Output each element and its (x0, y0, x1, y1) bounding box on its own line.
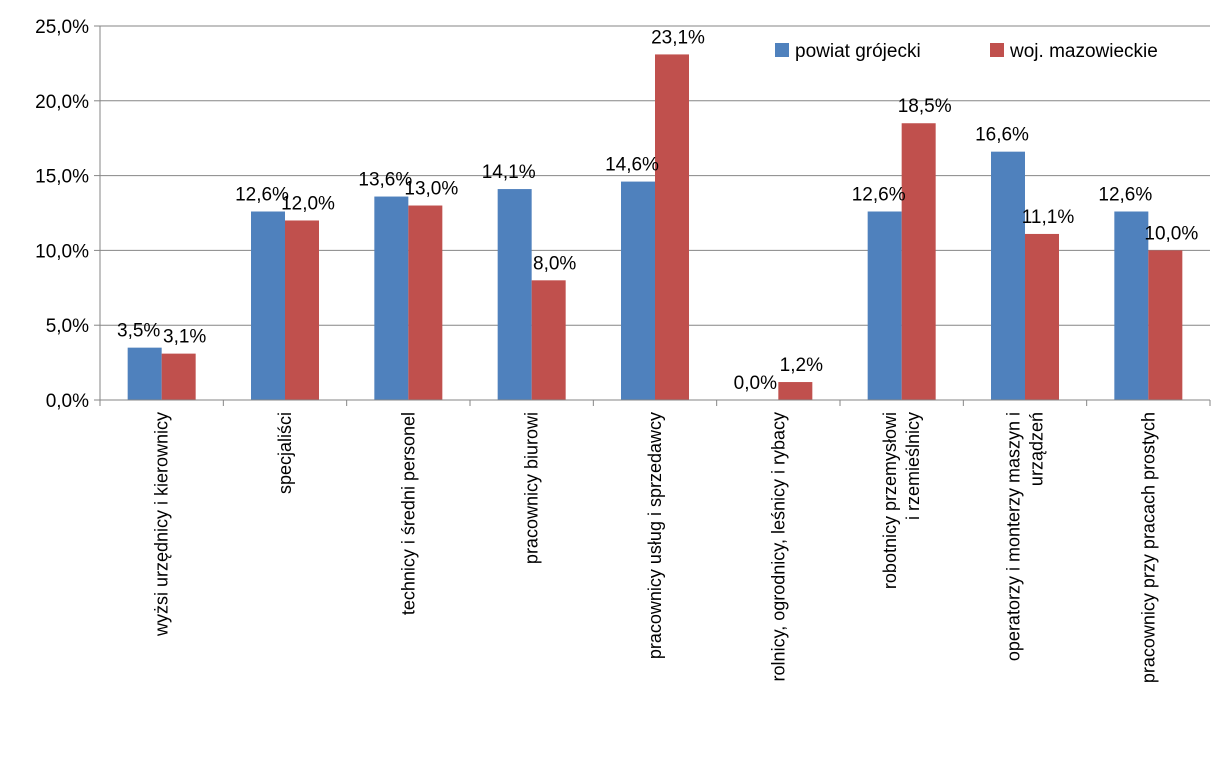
bar-wojewodztwo (1148, 250, 1183, 400)
bar-powiat (1114, 211, 1149, 400)
bar-wojewodztwo (901, 123, 936, 401)
category-label: pracownicy przy pracach prostych (1138, 412, 1158, 683)
category-label: pracownicy usług i sprzedawcy (645, 412, 665, 659)
data-label: 23,1% (651, 27, 705, 48)
legend: powiat grójecki woj. mazowieckie (775, 41, 1158, 62)
bar-wojewodztwo (285, 220, 319, 400)
category-labels: wyżsi urzędnicy i kierownicy specjaliści t… (152, 412, 1159, 683)
data-label: 12,6% (852, 185, 906, 206)
data-label: 12,6% (1098, 185, 1152, 206)
bar-wojewodztwo (778, 382, 813, 400)
category-label: specjaliści (275, 412, 295, 494)
y-tick-label: 0,0% (46, 391, 89, 412)
category-label: technicy i średni personel (398, 412, 418, 615)
y-tick-label: 15,0% (35, 167, 89, 188)
category-label: i rzemieślnicy (903, 412, 923, 520)
data-label: 13,6% (358, 170, 412, 191)
data-label: 14,6% (605, 155, 659, 176)
category-label: pracownicy biurowi (522, 412, 542, 564)
axes (99, 26, 1211, 406)
y-tick-label: 10,0% (35, 241, 89, 262)
bar-wojewodztwo (655, 54, 689, 400)
bar-powiat (991, 151, 1025, 400)
category-label: robotnicy przemysłowi (880, 412, 900, 589)
bar-powiat (621, 181, 655, 400)
bar-wojewodztwo (531, 280, 566, 400)
data-label: 11,1% (1022, 207, 1075, 228)
bar-powiat (867, 211, 902, 400)
y-tick-label: 5,0% (46, 316, 89, 337)
data-label: 3,1% (163, 327, 206, 348)
data-label: 13,0% (404, 179, 458, 200)
y-tick-label: 25,0% (35, 17, 89, 38)
bar-wojewodztwo (408, 205, 443, 400)
legend-swatch (775, 43, 789, 57)
y-tick-label: 20,0% (35, 92, 89, 113)
data-label: 14,1% (482, 162, 536, 183)
bar-powiat (497, 189, 532, 400)
y-axis-ticks: 0,0% 5,0% 10,0% 15,0% 20,0% 25,0% (35, 17, 100, 412)
bar-wojewodztwo (1025, 233, 1059, 400)
legend-swatch (990, 43, 1004, 57)
legend-label: powiat grójecki (795, 41, 921, 62)
data-label: 12,6% (235, 185, 289, 206)
bar-powiat (127, 347, 162, 400)
bar-wojewodztwo (161, 353, 196, 400)
data-label: 3,5% (117, 321, 160, 342)
category-label: rolnicy, ogrodnicy, leśnicy i rybacy (768, 412, 788, 681)
data-label: 10,0% (1144, 223, 1198, 244)
category-label: wyżsi urzędnicy i kierownicy (152, 412, 172, 637)
data-label: 1,2% (780, 355, 823, 376)
bar-powiat (374, 196, 409, 400)
data-label: 0,0% (734, 373, 777, 394)
data-label: 12,0% (281, 193, 335, 214)
category-label: operatorzy i monterzy maszyn i (1004, 412, 1024, 661)
legend-label: woj. mazowieckie (1009, 41, 1158, 62)
data-label: 16,6% (975, 125, 1029, 146)
category-label: urządzeń (1027, 412, 1047, 486)
data-label: 18,5% (898, 96, 952, 117)
bars (127, 54, 1183, 401)
data-labels: 3,5% 3,1%12,6%12,0%13,6%13,0%14,1%8,0%14,… (117, 27, 1198, 394)
data-label: 8,0% (533, 253, 576, 274)
bar-powiat (251, 211, 285, 400)
